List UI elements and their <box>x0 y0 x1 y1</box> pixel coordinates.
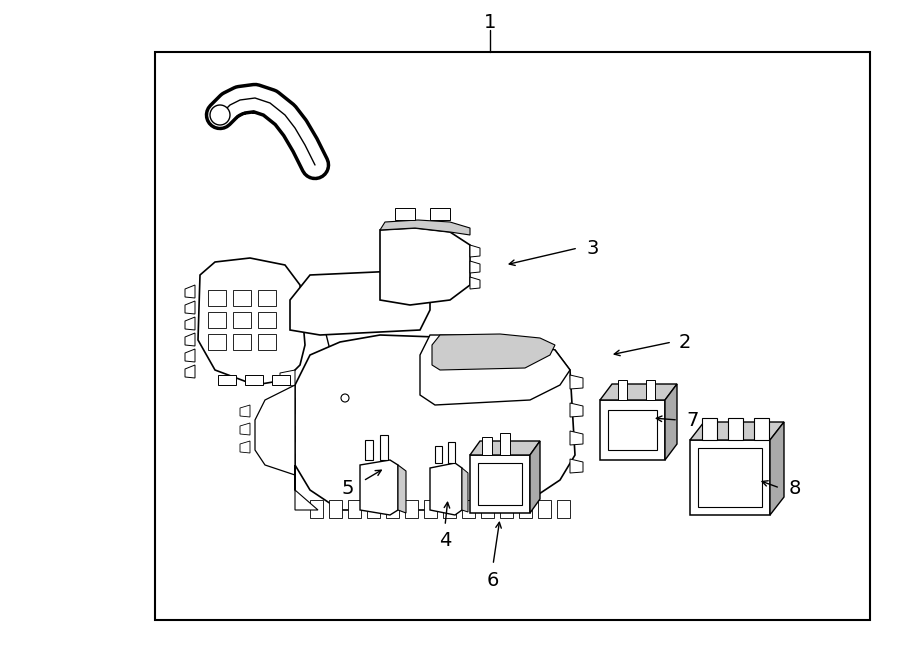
Polygon shape <box>570 459 583 473</box>
Polygon shape <box>380 220 470 235</box>
Text: 4: 4 <box>439 530 451 549</box>
Polygon shape <box>405 500 418 518</box>
Polygon shape <box>443 500 456 518</box>
Polygon shape <box>198 258 305 385</box>
Polygon shape <box>600 400 665 460</box>
Polygon shape <box>728 418 743 440</box>
Polygon shape <box>519 500 532 518</box>
Polygon shape <box>367 500 380 518</box>
Polygon shape <box>430 463 462 515</box>
Polygon shape <box>365 440 373 460</box>
Polygon shape <box>295 465 318 510</box>
Polygon shape <box>218 375 236 385</box>
Text: 5: 5 <box>342 479 355 498</box>
Polygon shape <box>380 435 388 460</box>
Polygon shape <box>600 384 677 400</box>
Polygon shape <box>280 454 295 470</box>
Polygon shape <box>185 285 195 298</box>
Text: 8: 8 <box>788 479 801 498</box>
Polygon shape <box>478 463 522 505</box>
Bar <box>208 312 226 328</box>
Polygon shape <box>482 437 492 455</box>
Polygon shape <box>185 333 195 346</box>
Text: 6: 6 <box>487 571 500 589</box>
Circle shape <box>341 394 349 402</box>
Polygon shape <box>538 500 551 518</box>
Bar <box>233 312 251 328</box>
Bar <box>155 52 870 620</box>
Polygon shape <box>430 208 450 220</box>
Polygon shape <box>570 403 583 417</box>
Polygon shape <box>280 398 295 414</box>
Text: 1: 1 <box>484 13 496 32</box>
Polygon shape <box>386 500 399 518</box>
Polygon shape <box>360 460 398 515</box>
Polygon shape <box>690 422 784 440</box>
Polygon shape <box>424 500 437 518</box>
Polygon shape <box>500 500 513 518</box>
Polygon shape <box>470 261 480 273</box>
Polygon shape <box>255 385 295 475</box>
Polygon shape <box>240 405 250 417</box>
Bar <box>258 290 276 306</box>
Polygon shape <box>245 375 263 385</box>
Polygon shape <box>348 500 361 518</box>
Polygon shape <box>500 433 510 455</box>
Polygon shape <box>470 441 540 455</box>
Polygon shape <box>470 245 480 257</box>
Polygon shape <box>432 334 555 370</box>
Polygon shape <box>272 375 290 385</box>
Polygon shape <box>290 270 430 335</box>
Bar <box>208 290 226 306</box>
Polygon shape <box>185 349 195 362</box>
Bar <box>233 334 251 350</box>
Polygon shape <box>470 455 530 513</box>
Text: 7: 7 <box>687 410 699 430</box>
Polygon shape <box>280 370 295 386</box>
Polygon shape <box>754 418 769 440</box>
Polygon shape <box>310 500 323 518</box>
Polygon shape <box>462 500 475 518</box>
Polygon shape <box>398 465 406 513</box>
Polygon shape <box>698 448 762 507</box>
Polygon shape <box>280 426 295 442</box>
Polygon shape <box>690 440 770 515</box>
Polygon shape <box>395 208 415 220</box>
Polygon shape <box>240 441 250 453</box>
Bar <box>208 334 226 350</box>
Polygon shape <box>329 500 342 518</box>
Polygon shape <box>530 441 540 513</box>
Polygon shape <box>770 422 784 515</box>
Polygon shape <box>185 301 195 314</box>
Polygon shape <box>295 335 575 510</box>
Polygon shape <box>665 384 677 460</box>
Polygon shape <box>570 431 583 445</box>
Polygon shape <box>185 365 195 378</box>
Bar <box>233 290 251 306</box>
Circle shape <box>210 105 230 125</box>
Polygon shape <box>618 380 627 400</box>
Polygon shape <box>702 418 717 440</box>
Polygon shape <box>570 375 583 389</box>
Polygon shape <box>462 468 468 512</box>
Text: 2: 2 <box>679 332 691 352</box>
Polygon shape <box>240 423 250 435</box>
Polygon shape <box>481 500 494 518</box>
Bar <box>258 334 276 350</box>
Polygon shape <box>470 277 480 289</box>
Bar <box>258 312 276 328</box>
Text: 3: 3 <box>587 238 599 258</box>
Polygon shape <box>420 335 570 405</box>
Polygon shape <box>435 446 442 463</box>
Polygon shape <box>646 380 655 400</box>
Polygon shape <box>448 442 455 463</box>
Polygon shape <box>608 410 657 450</box>
Polygon shape <box>185 317 195 330</box>
Polygon shape <box>557 500 570 518</box>
Polygon shape <box>380 228 470 305</box>
